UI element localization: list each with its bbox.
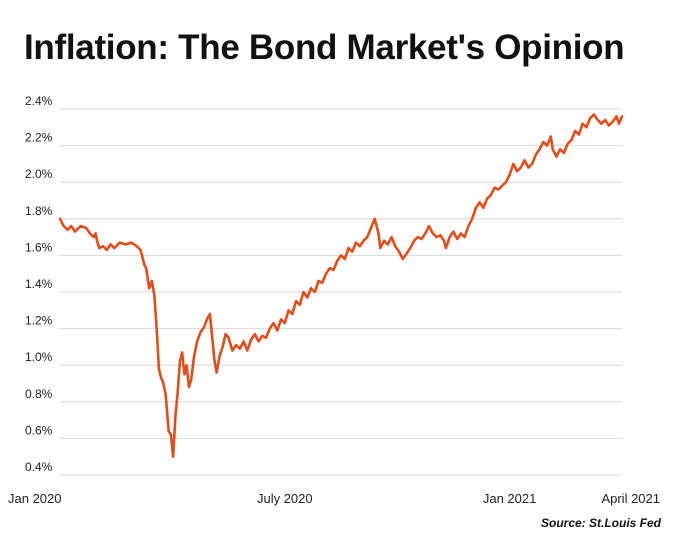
y-tick-label: 0.6%	[25, 423, 53, 437]
y-tick-label: 2.0%	[25, 167, 53, 181]
y-axis-ticks: 2.4% 2.2% 2.0% 1.8% 1.6% 1.4% 1.2% 1.0% 0.8% 0.6%…	[25, 94, 53, 474]
series-group	[58, 113, 624, 458]
y-tick-label: 1.8%	[25, 204, 53, 218]
chart-title: Inflation: The Bond Market's Opinion	[24, 28, 625, 67]
x-tick-label: Jan 2021	[483, 491, 537, 506]
y-tick-label: 0.4%	[25, 460, 53, 474]
y-tick-label: 2.4%	[25, 94, 53, 108]
x-axis-ticks: Jan 2020 July 2020 Jan 2021 April 2021	[8, 491, 660, 506]
y-tick-label: 0.8%	[25, 387, 53, 401]
x-tick-label: April 2021	[601, 491, 660, 506]
y-tick-label: 2.2%	[25, 131, 53, 145]
source-note: Source: St.Louis Fed	[540, 516, 661, 530]
x-tick-label: Jan 2020	[8, 491, 62, 506]
gridlines	[60, 108, 622, 476]
y-tick-label: 1.6%	[25, 240, 53, 254]
y-tick-label: 1.2%	[25, 314, 53, 328]
y-tick-label: 1.4%	[25, 277, 53, 291]
x-tick-label: July 2020	[257, 491, 313, 506]
y-tick-label: 1.0%	[25, 350, 53, 364]
series-line	[58, 113, 624, 458]
